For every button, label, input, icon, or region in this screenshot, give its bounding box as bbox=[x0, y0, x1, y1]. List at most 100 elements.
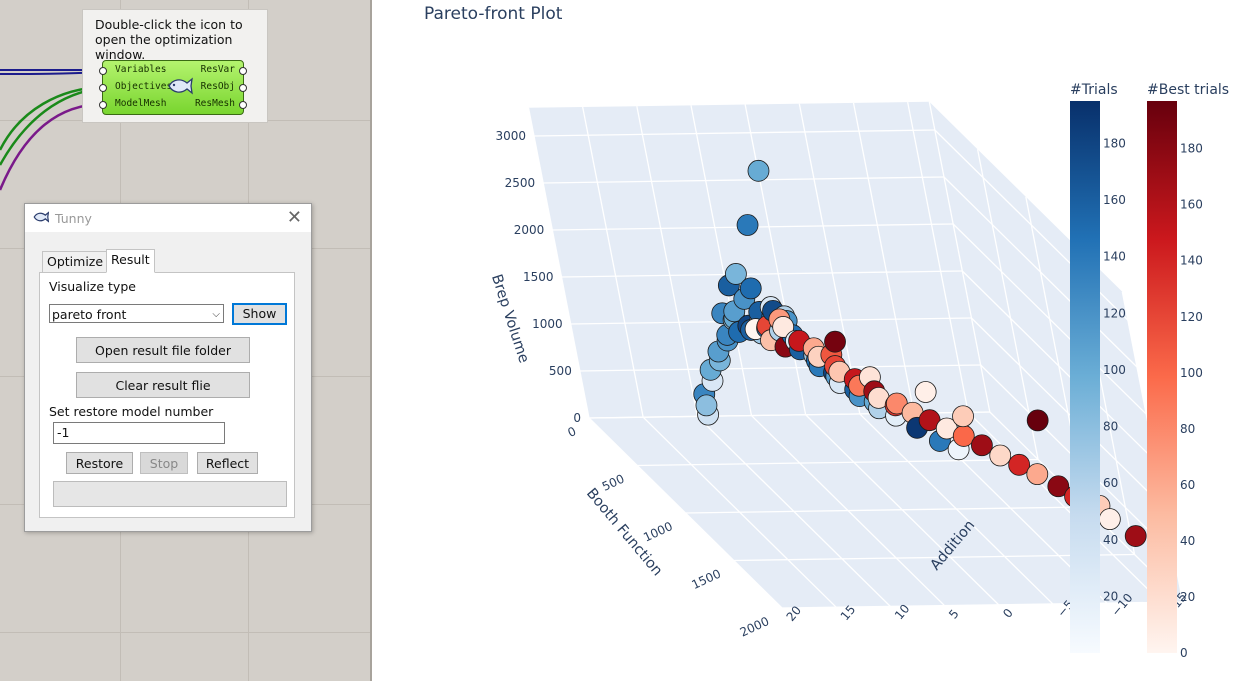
best-trials-colorbar bbox=[1147, 101, 1177, 653]
z-tick-label: 1500 bbox=[523, 270, 554, 284]
gridline bbox=[533, 129, 935, 137]
dialog-title: Tunny bbox=[55, 211, 92, 226]
colorbar-title: #Best trials bbox=[1147, 82, 1229, 98]
gridline bbox=[636, 106, 698, 417]
open-result-folder-button[interactable]: Open result file folder bbox=[76, 337, 250, 363]
tunny-logo-icon bbox=[33, 210, 50, 228]
gridline bbox=[976, 149, 1039, 460]
scatter-point bbox=[952, 425, 975, 447]
gridline bbox=[805, 414, 1000, 606]
pareto-3d-scatter[interactable]: 0500100015002000250030000500100015002000… bbox=[371, 0, 1242, 681]
visualize-type-label: Visualize type bbox=[49, 279, 136, 294]
output-grip-icon[interactable] bbox=[239, 67, 247, 75]
gridline bbox=[928, 101, 991, 413]
colorbar-tick-label: 0 bbox=[1180, 646, 1188, 660]
tunny-fish-icon[interactable] bbox=[167, 75, 193, 103]
gridline bbox=[907, 101, 969, 413]
close-icon[interactable]: ✕ bbox=[286, 207, 302, 228]
restore-number-input[interactable]: -1 bbox=[53, 422, 225, 444]
gridline bbox=[859, 413, 1054, 605]
colorbar-tick-label: 20 bbox=[1103, 589, 1118, 603]
output-resmesh[interactable]: ResMesh bbox=[194, 98, 235, 109]
colorbar-tick-label: 120 bbox=[1103, 306, 1126, 320]
gridline bbox=[696, 415, 891, 607]
scatter-point bbox=[1008, 453, 1031, 476]
z-tick-label: 2500 bbox=[505, 176, 536, 190]
scatter-point bbox=[1026, 463, 1049, 486]
z-tick-label: 3000 bbox=[495, 129, 526, 143]
x-tick-label: 1000 bbox=[641, 519, 675, 545]
gridline bbox=[637, 458, 1039, 467]
colorbars: #Trials 20 40 60 80 100 120 140 160 180 #Best tria… bbox=[1070, 82, 1229, 660]
gridline bbox=[690, 105, 753, 416]
scatter-point bbox=[952, 405, 974, 428]
scatter-point bbox=[914, 381, 937, 403]
gridline bbox=[579, 364, 981, 372]
input-modelmesh[interactable]: ModelMesh bbox=[115, 98, 167, 109]
tab-result[interactable]: Result bbox=[106, 249, 155, 273]
scatter-points bbox=[693, 159, 1147, 547]
output-grip-icon[interactable] bbox=[239, 101, 247, 109]
gridline bbox=[685, 506, 1087, 514]
z-tick-label: 500 bbox=[549, 364, 572, 378]
x-tick-label: 2000 bbox=[738, 614, 772, 640]
result-tab-panel: Visualize type pareto front ⌵ Show Open … bbox=[39, 272, 295, 518]
z-axis-label: Brep Volume bbox=[488, 272, 532, 365]
colorbar-tick-label: 120 bbox=[1180, 310, 1203, 324]
gridline bbox=[781, 601, 1183, 609]
input-variables[interactable]: Variables bbox=[115, 64, 167, 75]
chart-title: Pareto-front Plot bbox=[424, 4, 563, 24]
trials-colorbar bbox=[1070, 101, 1100, 653]
restore-number-label: Set restore model number bbox=[49, 404, 214, 419]
gridline bbox=[744, 104, 807, 415]
colorbar-tick-label: 80 bbox=[1103, 420, 1118, 434]
tunny-component[interactable]: Variables ResVar Objectives ResObj Model… bbox=[99, 60, 247, 115]
scatter-point bbox=[1047, 475, 1070, 498]
tooltip-text: Double-click the icon to open the optimi… bbox=[95, 17, 243, 62]
gridline bbox=[642, 416, 837, 608]
input-grip-icon[interactable] bbox=[99, 67, 107, 75]
reflect-button[interactable]: Reflect bbox=[197, 452, 258, 474]
colorbar-tick-label: 20 bbox=[1180, 590, 1195, 604]
gridline bbox=[852, 102, 915, 414]
output-grip-icon[interactable] bbox=[239, 84, 247, 92]
input-objectives[interactable]: Objectives bbox=[115, 81, 173, 92]
scatter-point bbox=[824, 330, 846, 353]
input-grip-icon[interactable] bbox=[99, 101, 107, 109]
colorbar-tick-label: 180 bbox=[1180, 142, 1203, 156]
tunny-dialog[interactable]: Tunny ✕ Optimize Result Visualize type p… bbox=[24, 203, 312, 532]
scatter-point bbox=[695, 394, 718, 417]
gridline bbox=[588, 417, 783, 609]
restore-button[interactable]: Restore bbox=[66, 452, 133, 474]
colorbar-tick-label: 100 bbox=[1103, 363, 1126, 377]
scatter-point bbox=[747, 159, 770, 182]
colorbar-tick-label: 140 bbox=[1180, 254, 1203, 268]
visualize-type-select[interactable]: pareto front ⌵ bbox=[49, 304, 224, 323]
visualize-type-value: pareto front bbox=[52, 307, 127, 322]
scatter-point bbox=[1026, 409, 1049, 432]
colorbar-tick-label: 60 bbox=[1103, 476, 1118, 490]
chevron-down-icon[interactable]: ⌵ bbox=[212, 309, 220, 320]
gridline bbox=[967, 411, 1162, 603]
show-button[interactable]: Show bbox=[232, 303, 287, 325]
gridline bbox=[561, 270, 963, 278]
input-grip-icon[interactable] bbox=[99, 84, 107, 92]
scatter-point bbox=[1098, 508, 1121, 531]
colorbar-title: #Trials bbox=[1070, 82, 1118, 98]
grasshopper-canvas[interactable]: Double-click the icon to open the optimi… bbox=[0, 0, 372, 681]
output-resobj[interactable]: ResObj bbox=[200, 81, 235, 92]
gridline bbox=[582, 106, 644, 418]
colorbar-tick-label: 40 bbox=[1103, 533, 1118, 547]
gridline bbox=[733, 553, 1135, 562]
gridline bbox=[798, 103, 861, 415]
tab-optimize[interactable]: Optimize bbox=[42, 251, 109, 273]
y-tick-label: 5 bbox=[946, 607, 962, 622]
scatter-point bbox=[725, 263, 747, 285]
clear-result-button[interactable]: Clear result flie bbox=[76, 372, 250, 398]
dialog-titlebar[interactable]: Tunny ✕ bbox=[25, 204, 311, 232]
stop-button[interactable]: Stop bbox=[140, 452, 188, 474]
colorbar-tick-label: 60 bbox=[1180, 478, 1195, 492]
scatter-point bbox=[989, 444, 1012, 467]
progress-bar bbox=[53, 481, 287, 507]
output-resvar[interactable]: ResVar bbox=[200, 64, 235, 75]
